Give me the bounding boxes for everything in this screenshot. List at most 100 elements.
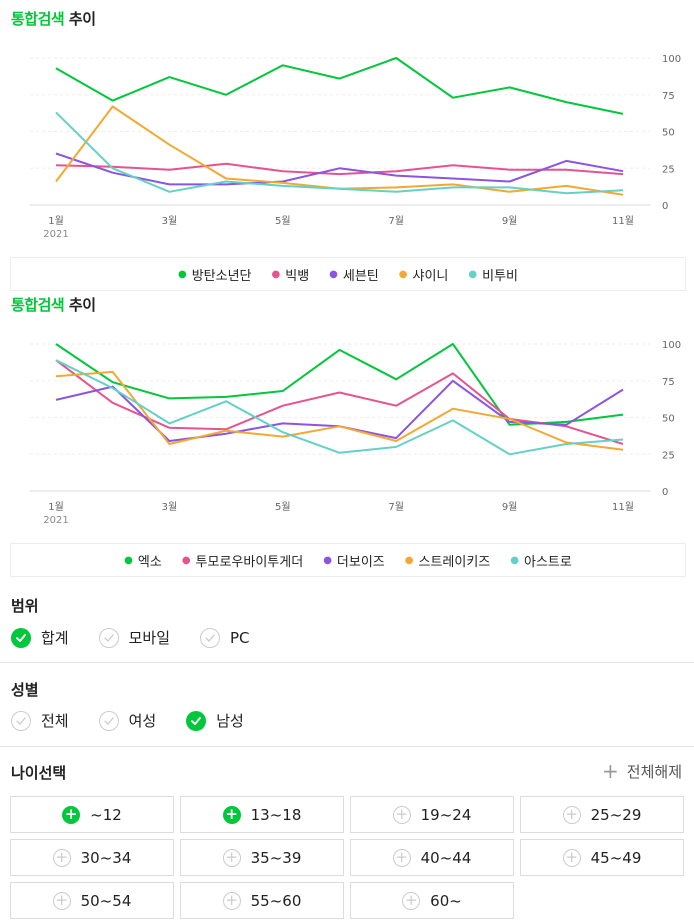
- y-tick-label: 25: [662, 450, 675, 461]
- age-option-button[interactable]: +60~: [350, 882, 514, 919]
- y-tick-label: 100: [662, 340, 681, 351]
- age-option-button[interactable]: +40~44: [350, 839, 514, 876]
- legend-marker-icon: ●: [404, 554, 414, 566]
- option-label: 여성: [128, 712, 157, 730]
- legend-marker-icon: ●: [398, 268, 408, 280]
- age-option-button[interactable]: +50~54: [10, 882, 174, 919]
- y-tick-label: 0: [662, 201, 668, 212]
- legend-item[interactable]: ● 더보이즈: [323, 551, 385, 570]
- check-icon: [11, 710, 31, 731]
- age-option-button[interactable]: +25~29: [520, 796, 684, 833]
- x-tick-label: 3월: [162, 501, 178, 513]
- age-label: 35~39: [250, 848, 302, 867]
- legend-item[interactable]: ● 방탄소년단: [178, 265, 252, 284]
- age-label: 25~29: [590, 805, 642, 824]
- age-option-button[interactable]: + ~12: [10, 796, 174, 833]
- age-label: 50~54: [80, 891, 132, 910]
- range-title: 범위: [11, 597, 39, 615]
- age-option-button[interactable]: +30~34: [10, 839, 174, 876]
- legend-label: 세븐틴: [342, 268, 379, 284]
- plus-circle-icon: +: [562, 805, 581, 824]
- series-line: [55, 152, 624, 186]
- trend-chart-1: 0 25 50 75 100 1월 3월 5월 7월 9월 11월 2021: [30, 54, 681, 240]
- x-axis-year: 2021: [43, 515, 68, 526]
- gender-options: 전체 여성 남성: [11, 710, 274, 731]
- filter-option[interactable]: 전체: [11, 710, 69, 731]
- age-options: + ~12 +13~18 +19~24 +25~29 +30~34 +35~39 +40~44…: [10, 796, 684, 919]
- gender-title: 성별: [11, 681, 39, 699]
- series-line: [55, 57, 624, 115]
- age-label: 40~44: [420, 848, 472, 867]
- plus-circle-icon: +: [402, 891, 421, 910]
- y-tick-label: 50: [662, 128, 675, 139]
- y-tick-label: 50: [662, 414, 675, 425]
- age-label: ~12: [90, 805, 122, 824]
- series-line: [55, 370, 624, 451]
- age-label: 60~: [430, 891, 462, 910]
- legend-label: 빅뱅: [285, 268, 310, 284]
- legend-item[interactable]: ● 세븐틴: [329, 265, 379, 284]
- legend-marker-icon: ●: [323, 554, 332, 566]
- filter-option[interactable]: PC: [200, 627, 250, 648]
- check-icon: [200, 627, 221, 648]
- x-tick-label: 7월: [388, 215, 404, 227]
- y-tick-label: 0: [662, 487, 668, 498]
- x-tick-label: 11월: [612, 501, 634, 513]
- age-label: 30~34: [80, 848, 132, 867]
- reset-all-button[interactable]: + 전체해제: [602, 759, 682, 783]
- plus-circle-icon: +: [222, 891, 241, 910]
- age-option-button[interactable]: +45~49: [520, 839, 684, 876]
- legend-marker-icon: ●: [468, 268, 478, 280]
- series-line: [55, 111, 624, 195]
- filter-option[interactable]: 합계: [11, 627, 69, 648]
- age-option-button[interactable]: +19~24: [350, 796, 514, 833]
- option-label: PC: [230, 628, 250, 647]
- y-tick-label: 75: [662, 91, 675, 102]
- age-option-button[interactable]: +55~60: [180, 882, 344, 919]
- plus-circle-icon: +: [562, 848, 581, 867]
- legend-label: 아스트로: [524, 554, 572, 570]
- legend-item[interactable]: ● 비투비: [468, 265, 518, 284]
- legend-label: 투모로우바이투게더: [195, 554, 304, 570]
- option-label: 남성: [216, 712, 244, 730]
- filter-option[interactable]: 여성: [98, 710, 157, 731]
- series-line: [55, 162, 624, 176]
- x-tick-label: 5월: [275, 501, 291, 513]
- chart-legend-2: ● 엑소 ● 투모로우바이투게더 ● 더보이즈 ● 스트레이키즈 ● 아스트로: [10, 543, 686, 577]
- x-tick-label: 1월: [48, 501, 64, 513]
- legend-item[interactable]: ● 아스트로: [510, 551, 572, 570]
- divider: [0, 746, 694, 747]
- filter-option[interactable]: 모바일: [98, 627, 170, 648]
- age-label: 55~60: [250, 891, 302, 910]
- legend-label: 더보이즈: [336, 554, 385, 570]
- legend-item[interactable]: ● 샤이니: [399, 265, 449, 284]
- series-line: [55, 105, 624, 196]
- age-label: 19~24: [420, 805, 472, 824]
- age-option-button[interactable]: +13~18: [180, 796, 344, 833]
- reset-label: 전체해제: [626, 762, 682, 781]
- age-option-button[interactable]: +35~39: [180, 839, 344, 876]
- legend-item[interactable]: ● 빅뱅: [272, 265, 310, 284]
- y-tick-label: 75: [662, 377, 675, 388]
- age-title: 나이선택: [11, 764, 67, 782]
- x-tick-label: 9월: [502, 501, 518, 513]
- y-tick-label: 100: [662, 54, 681, 65]
- divider: [0, 662, 694, 663]
- plus-circle-icon: +: [62, 805, 81, 824]
- legend-item[interactable]: ● 스트레이키즈: [405, 551, 491, 570]
- check-icon: [186, 710, 207, 731]
- series-line: [55, 359, 624, 456]
- legend-marker-icon: ●: [329, 268, 338, 280]
- plus-circle-icon: +: [52, 891, 71, 910]
- legend-marker-icon: ●: [510, 554, 519, 566]
- x-tick-label: 5월: [275, 215, 291, 227]
- legend-item[interactable]: ● 엑소: [124, 551, 162, 570]
- filter-option[interactable]: 남성: [186, 710, 244, 731]
- age-label: 13~18: [250, 805, 302, 824]
- option-label: 전체: [41, 712, 69, 730]
- legend-marker-icon: ●: [177, 268, 187, 280]
- chart-title-2: 통합검색 추이: [11, 296, 96, 314]
- legend-item[interactable]: ● 투모로우바이투게더: [182, 551, 303, 570]
- plus-circle-icon: +: [392, 805, 411, 824]
- legend-marker-icon: ●: [181, 554, 191, 566]
